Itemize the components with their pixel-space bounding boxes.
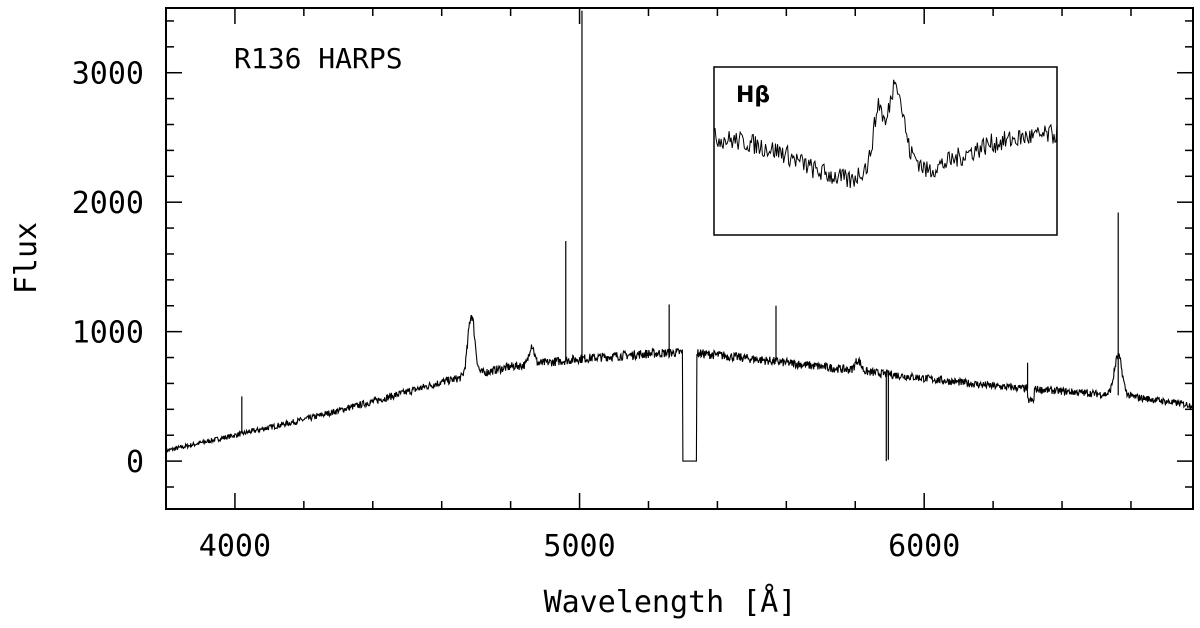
y-tick-label: 1000 — [72, 316, 144, 351]
x-tick-label: 6000 — [888, 529, 960, 564]
axis-ticks — [165, 8, 1193, 509]
panel-label: R136 HARPS — [234, 42, 403, 75]
plot-frame — [165, 7, 1194, 510]
spectrum-series-line — [165, 314, 1194, 462]
y-tick-label: 2000 — [72, 186, 144, 221]
y-tick-label: 0 — [126, 445, 144, 480]
y-tick-label: 3000 — [72, 57, 144, 92]
inset-series-line — [713, 79, 1058, 189]
x-axis-title: Wavelength [Å] — [544, 584, 797, 620]
x-tick-label: 5000 — [543, 529, 615, 564]
axis-tick-labels: 4000 5000 6000 0 1000 2000 3000 — [72, 57, 961, 564]
x-tick-label: 4000 — [199, 529, 271, 564]
emission-spikes — [241, 10, 1119, 462]
y-axis-title: Flux — [9, 222, 44, 294]
inset-label: Hβ — [736, 83, 770, 108]
hbeta-inset: Hβ — [713, 66, 1058, 236]
